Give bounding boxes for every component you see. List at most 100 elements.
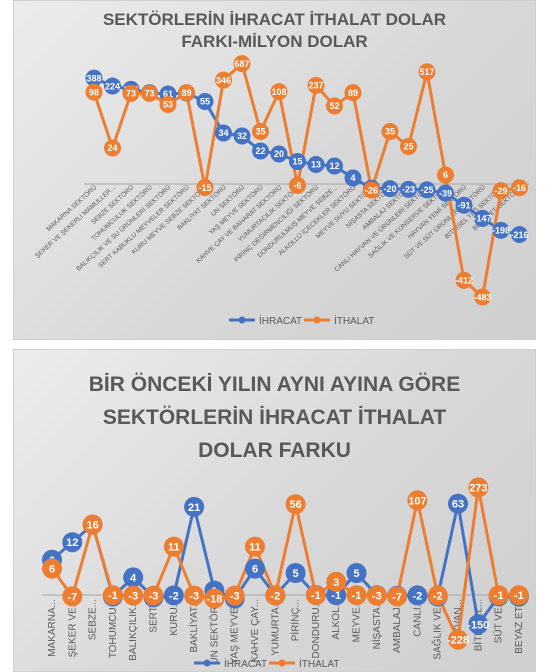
x-tick-label: SERT... — [149, 599, 160, 633]
data-point — [102, 585, 123, 606]
data-point — [427, 585, 448, 606]
data-label: 24 — [107, 143, 117, 153]
data-label: -150 — [467, 619, 489, 631]
data-label: 108 — [271, 87, 286, 97]
data-label: -228 — [447, 635, 469, 647]
x-tick-label: UN SEKTÖRÜ — [208, 599, 220, 665]
data-point — [407, 490, 428, 511]
x-tick-label: SEBZE... — [88, 599, 99, 640]
data-point — [196, 93, 214, 110]
data-point — [265, 585, 286, 606]
data-point — [104, 77, 121, 95]
chart-title-1: SEKTÖRLERİN İHRACAT İTHALAT DOLAR FARKI-… — [102, 10, 447, 51]
data-point — [400, 138, 417, 155]
x-tick-label: SAĞLIK VE... — [431, 599, 444, 660]
data-label: 73 — [126, 89, 136, 99]
data-label: 5 — [353, 568, 359, 580]
data-point — [215, 71, 232, 89]
data-point — [245, 558, 265, 579]
data-label: 11 — [249, 542, 261, 554]
data-point — [204, 588, 225, 609]
x-tick-label: BAKLİYAT... — [187, 599, 200, 653]
data-point — [448, 629, 468, 650]
data-point — [387, 586, 408, 607]
data-label: -20 — [383, 184, 396, 194]
x-tick-label: MEYVE... — [352, 599, 363, 642]
data-point — [363, 181, 380, 199]
data-label: 224 — [105, 81, 120, 91]
data-label: 61 — [163, 89, 173, 99]
data-point — [245, 536, 265, 557]
data-label: -1 — [311, 590, 321, 602]
data-point — [159, 96, 177, 113]
data-point — [346, 585, 367, 606]
x-tick-label: YAŞ MEYVE... — [230, 599, 241, 664]
data-point — [233, 127, 251, 145]
data-label: -39 — [439, 188, 452, 198]
data-label: 56 — [289, 499, 301, 511]
data-point — [215, 124, 232, 142]
data-point — [437, 184, 454, 202]
data-label: 52 — [329, 101, 339, 111]
x-tick-label: TOHUMCU... — [108, 599, 119, 658]
data-point — [418, 63, 436, 81]
data-label: 12 — [66, 537, 78, 549]
data-label: 517 — [419, 67, 434, 77]
data-point — [285, 563, 306, 583]
data-label: -1 — [494, 590, 504, 602]
x-tick-label: ŞEKER VE... — [67, 599, 78, 657]
data-label: -483 — [473, 292, 491, 302]
data-label: 4 — [350, 173, 355, 183]
legend-label: İHRACAT — [259, 314, 302, 327]
data-label: 6 — [49, 564, 55, 576]
series-line-ithalat — [92, 62, 520, 299]
data-point — [448, 493, 468, 514]
data-point — [381, 123, 399, 140]
x-tick-label: BEYAZ ET... — [514, 599, 525, 654]
data-label: -147 — [473, 214, 491, 224]
legend-marker — [238, 316, 246, 324]
data-point — [488, 585, 509, 606]
data-point — [141, 84, 158, 102]
data-label: 21 — [188, 502, 200, 514]
data-label: 32 — [237, 131, 247, 141]
data-label: -412 — [455, 276, 473, 286]
data-label: 63 — [452, 499, 464, 511]
data-point — [492, 182, 510, 200]
data-label: -3 — [189, 591, 199, 603]
data-point — [285, 494, 306, 515]
data-point — [233, 55, 251, 73]
x-tick-label: MAKARNA... — [47, 599, 58, 657]
data-point — [326, 571, 347, 592]
data-point — [511, 179, 528, 197]
data-point — [252, 123, 269, 140]
x-tick-label: ALKOL... — [331, 599, 342, 640]
data-point — [85, 69, 103, 87]
data-label: -25 — [420, 185, 433, 195]
x-tick-label: KURU... — [169, 599, 180, 636]
data-point — [289, 176, 306, 194]
data-label: 273 — [469, 482, 487, 494]
data-label: 98 — [89, 87, 99, 97]
data-point — [224, 585, 245, 606]
data-point — [455, 196, 473, 214]
data-label: -3 — [230, 591, 240, 603]
data-label: 388 — [86, 73, 101, 83]
data-label: -7 — [67, 591, 77, 603]
data-label: 89 — [181, 88, 191, 98]
x-tick-label: NİŞASTA... — [370, 599, 383, 649]
data-label: 237 — [308, 81, 323, 91]
data-point — [163, 585, 184, 606]
data-label: -2 — [270, 590, 280, 602]
series-line-ithalat — [50, 486, 519, 642]
data-point — [143, 585, 164, 606]
data-label: -29 — [494, 186, 507, 196]
data-point — [407, 585, 428, 606]
data-point — [307, 156, 325, 173]
data-label: 6 — [443, 170, 448, 180]
data-point — [455, 271, 473, 289]
data-point — [468, 614, 489, 635]
data-point — [346, 563, 367, 583]
data-point — [163, 536, 184, 557]
data-label: 53 — [163, 100, 173, 110]
